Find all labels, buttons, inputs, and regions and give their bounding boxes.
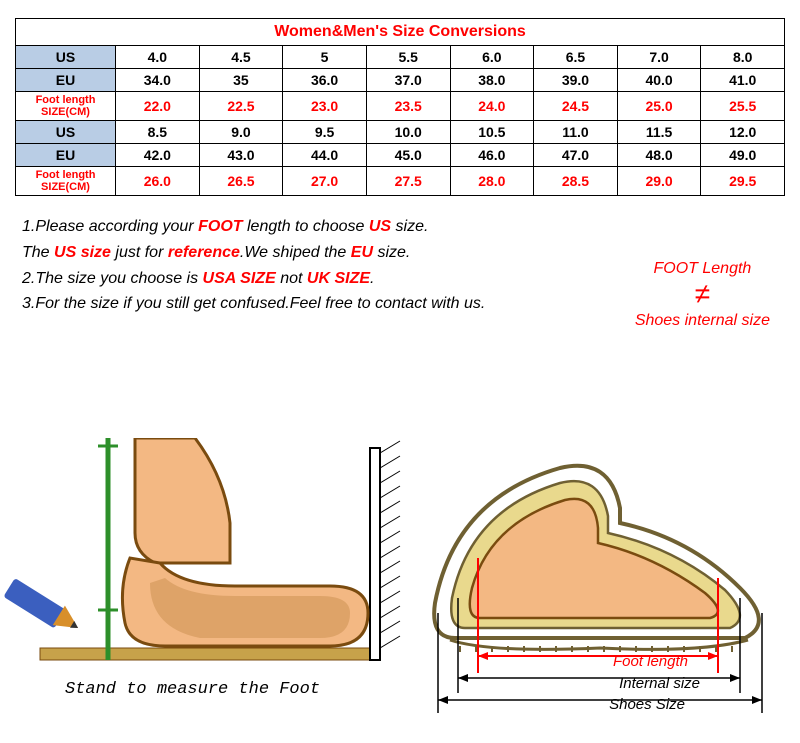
not-equal-icon: ≠ [635, 278, 770, 310]
cell: 28.5 [534, 167, 618, 196]
label-internal-size: Internal size [619, 675, 700, 692]
cell: 34.0 [116, 69, 200, 92]
cell: 25.5 [701, 92, 785, 121]
notes-block: 1.Please according your FOOT length to c… [22, 214, 562, 316]
header-eu: EU [16, 69, 116, 92]
cell: 9.5 [283, 121, 367, 144]
cell: 10.0 [366, 121, 450, 144]
cell: 38.0 [450, 69, 534, 92]
cell: 24.0 [450, 92, 534, 121]
cell: 28.0 [450, 167, 534, 196]
table-title: Women&Men's Size Conversions [16, 19, 785, 46]
cell: 4.0 [116, 46, 200, 69]
label-foot-length: Foot length [613, 653, 688, 670]
cell: 47.0 [534, 144, 618, 167]
cell: 27.0 [283, 167, 367, 196]
cell: 26.0 [116, 167, 200, 196]
cell: 10.5 [450, 121, 534, 144]
cell: 5.5 [366, 46, 450, 69]
caption-stand: Stand to measure the Foot [65, 680, 320, 699]
cell: 8.5 [116, 121, 200, 144]
cell: 23.0 [283, 92, 367, 121]
cell: 39.0 [534, 69, 618, 92]
cell: 24.5 [534, 92, 618, 121]
cell: 44.0 [283, 144, 367, 167]
cell: 45.0 [366, 144, 450, 167]
cell: 6.5 [534, 46, 618, 69]
cell: 25.0 [617, 92, 701, 121]
size-conversion-table: Women&Men's Size Conversions US 4.0 4.5 … [15, 18, 785, 196]
cell: 6.0 [450, 46, 534, 69]
note-2: 2.The size you choose is USA SIZE not UK… [22, 266, 562, 292]
cell: 29.5 [701, 167, 785, 196]
cell: 46.0 [450, 144, 534, 167]
cell: 11.5 [617, 121, 701, 144]
cell: 23.5 [366, 92, 450, 121]
cell: 22.5 [199, 92, 283, 121]
cell: 42.0 [116, 144, 200, 167]
cell: 7.0 [617, 46, 701, 69]
cell: 8.0 [701, 46, 785, 69]
cell: 37.0 [366, 69, 450, 92]
cell: 22.0 [116, 92, 200, 121]
cell: 5 [283, 46, 367, 69]
cell: 36.0 [283, 69, 367, 92]
cell: 29.0 [617, 167, 701, 196]
note-3: 3.For the size if you still get confused… [22, 291, 562, 317]
cell: 4.5 [199, 46, 283, 69]
cell: 43.0 [199, 144, 283, 167]
cell: 48.0 [617, 144, 701, 167]
label-shoes-size: Shoes Size [609, 696, 685, 713]
cell: 35 [199, 69, 283, 92]
cell: 12.0 [701, 121, 785, 144]
header-us: US [16, 46, 116, 69]
header-foot: Foot lengthSIZE(CM) [16, 92, 116, 121]
side-note: FOOT Length ≠ Shoes internal size [635, 260, 770, 330]
cell: 9.0 [199, 121, 283, 144]
cell: 40.0 [617, 69, 701, 92]
header-foot: Foot lengthSIZE(CM) [16, 167, 116, 196]
header-eu: EU [16, 144, 116, 167]
cell: 41.0 [701, 69, 785, 92]
cell: 26.5 [199, 167, 283, 196]
side-internal: Shoes internal size [635, 312, 770, 330]
side-foot-length: FOOT Length [635, 260, 770, 278]
note-1b: The US size just for reference.We shiped… [22, 240, 562, 266]
cell: 27.5 [366, 167, 450, 196]
header-us: US [16, 121, 116, 144]
cell: 11.0 [534, 121, 618, 144]
cell: 49.0 [701, 144, 785, 167]
note-1: 1.Please according your FOOT length to c… [22, 214, 562, 240]
